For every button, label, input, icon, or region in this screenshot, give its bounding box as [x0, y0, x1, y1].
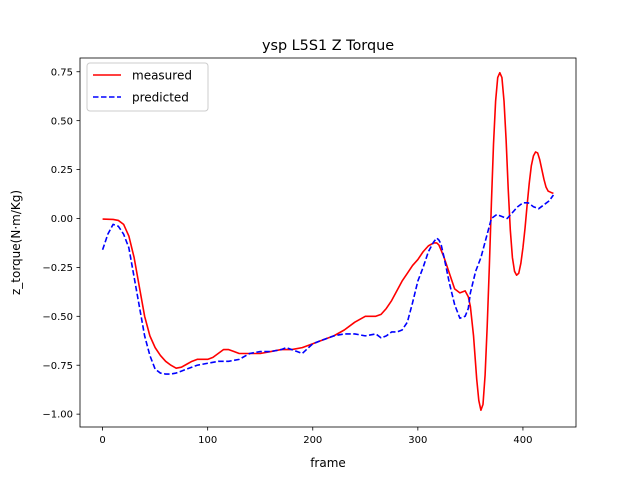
legend: measured predicted: [86, 62, 209, 112]
y-tick-label: −0.50: [42, 312, 73, 323]
x-tick-label: 400: [513, 435, 532, 446]
legend-label-predicted: predicted: [132, 91, 189, 105]
y-tick-label: 0.50: [51, 116, 73, 127]
series-layer: [101, 71, 555, 412]
y-tick-label: −0.75: [42, 361, 73, 372]
legend-label-measured: measured: [132, 69, 192, 83]
x-tick-label: 0: [99, 435, 105, 446]
y-tick-label: 0.25: [51, 165, 73, 176]
series-line-predicted: [101, 194, 555, 375]
x-tick-label: 200: [303, 435, 322, 446]
plot-frame: [79, 57, 577, 428]
y-tick-label: 0.00: [51, 214, 73, 225]
x-tick-label: 300: [408, 435, 427, 446]
chart-title: ysp L5S1 Z Torque: [262, 38, 394, 54]
x-tick-label: 100: [198, 435, 217, 446]
y-axis-label: z_torque(N·m/Kg): [9, 190, 23, 295]
y-tick-label: 0.75: [51, 67, 73, 78]
y-tick-label: −1.00: [42, 410, 73, 421]
y-tick-label: −0.25: [42, 263, 73, 274]
x-axis-label: frame: [310, 456, 346, 470]
x-axis-ticks: 0 100 200 300 400: [99, 427, 532, 446]
y-axis-ticks: −1.00 −0.75 −0.50 −0.25 0.00 0.25 0.50 0.75: [42, 67, 80, 421]
